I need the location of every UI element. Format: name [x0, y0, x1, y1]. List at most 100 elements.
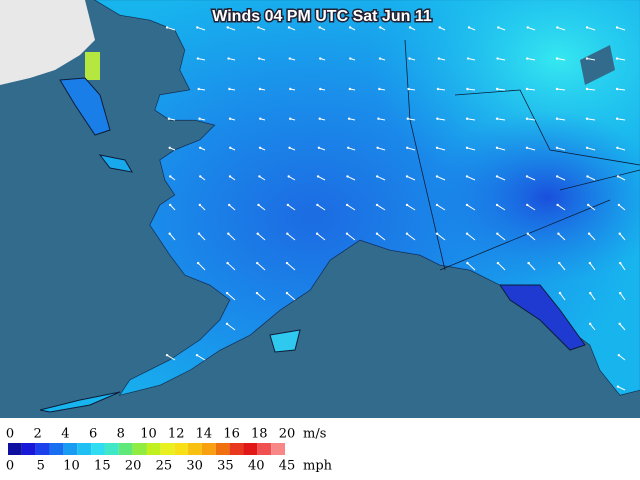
wind-arrow-head: [435, 175, 439, 178]
wind-arrow-head: [496, 232, 499, 235]
wind-arrow-head: [225, 322, 229, 326]
color-cell: [63, 443, 78, 455]
wind-arrow: [497, 88, 506, 91]
wind-arrow: [617, 147, 626, 151]
wind-arrow-head: [345, 232, 349, 235]
wind-arrow-head: [525, 117, 529, 120]
wind-arrow-head: [257, 203, 260, 207]
wind-arrow-head: [255, 291, 259, 295]
wind-arrow-head: [556, 26, 559, 29]
wind-arrow-head: [617, 203, 621, 207]
color-cell: [35, 443, 50, 455]
mph-label: 0: [6, 459, 14, 474]
wind-arrow-head: [465, 117, 469, 120]
wind-arrow-head: [285, 291, 289, 295]
wind-arrow: [587, 175, 596, 181]
ms-label: 2: [34, 427, 42, 442]
wind-arrow-head: [258, 87, 262, 91]
wind-arrow: [407, 118, 416, 121]
wind-arrow-head: [526, 57, 529, 60]
wind-arrow-head: [465, 146, 469, 149]
wind-arrow: [286, 292, 296, 301]
wind-arrow: [618, 354, 626, 361]
wind-arrow-head: [408, 57, 411, 60]
wind-arrow-head: [196, 261, 200, 265]
wind-arrow-head: [376, 146, 379, 149]
wind-arrow-head: [288, 146, 291, 149]
wind-arrow-head: [585, 87, 589, 91]
wind-arrow-head: [617, 353, 621, 357]
wind-arrow-head: [435, 203, 439, 207]
wind-arrow: [166, 354, 176, 361]
wind-arrow-head: [467, 26, 471, 29]
wind-arrow: [586, 58, 596, 61]
wind-arrow: [376, 204, 386, 211]
wind-arrow-head: [615, 26, 619, 29]
wind-arrow: [197, 26, 206, 31]
wind-arrow: [346, 204, 356, 211]
wind-arrow-head: [225, 291, 229, 295]
wind-arrow-head: [165, 26, 169, 29]
wind-arrow-head: [495, 175, 499, 178]
wind-arrow: [226, 323, 236, 331]
wind-arrow: [589, 292, 596, 301]
color-cell: [257, 443, 272, 455]
wind-arrow-head: [406, 117, 410, 120]
wind-arrow: [586, 118, 596, 121]
wind-arrow-head: [199, 175, 202, 178]
mph-label: 20: [125, 459, 142, 474]
panhandle: [499, 284, 586, 351]
wind-arrow: [616, 88, 626, 91]
wind-arrow-head: [466, 57, 470, 60]
color-cell: [174, 443, 189, 455]
wind-arrow-head: [289, 87, 292, 91]
ms-label: 12: [168, 427, 185, 442]
wind-arrow-head: [259, 117, 262, 120]
wind-arrow: [619, 323, 626, 331]
mph-label: 40: [248, 459, 265, 474]
wind-arrow-head: [527, 261, 530, 265]
wind-arrow-head: [408, 26, 412, 29]
wind-arrow-head: [588, 322, 592, 326]
wind-arrow-head: [525, 87, 529, 91]
wind-arrow: [586, 88, 596, 91]
wind-arrow: [407, 147, 416, 151]
wind-arrow-head: [405, 175, 409, 178]
wind-arrow-head: [405, 203, 409, 207]
wind-arrow: [497, 262, 506, 271]
wind-arrow-head: [287, 26, 291, 29]
mph-label: 25: [156, 459, 173, 474]
wind-arrow-head: [288, 57, 292, 60]
color-cell: [215, 443, 230, 455]
ms-unit: m/s: [303, 427, 326, 442]
wind-arrow-head: [465, 203, 469, 207]
wind-arrow-head: [555, 175, 559, 178]
wind-arrow: [466, 175, 476, 181]
wind-arrow: [467, 118, 476, 121]
wind-arrow: [467, 262, 476, 271]
wind-arrow-head: [345, 203, 349, 207]
wind-arrow-head: [226, 261, 229, 265]
ms-label: 0: [6, 427, 14, 442]
wind-arrow: [467, 88, 476, 91]
wind-arrow: [497, 58, 506, 61]
ms-label: 10: [140, 427, 157, 442]
wind-arrow-head: [587, 232, 591, 235]
color-cell: [188, 443, 202, 455]
wind-arrow: [526, 147, 536, 151]
wind-arrow-head: [319, 87, 322, 91]
color-cell: [21, 443, 36, 455]
wind-arrow-head: [258, 57, 261, 60]
color-cell: [271, 443, 285, 455]
wind-arrow: [257, 233, 266, 241]
wind-arrow-head: [169, 203, 172, 207]
mph-label: 10: [63, 459, 80, 474]
wind-arrow-head: [618, 322, 621, 326]
color-cell: [201, 443, 216, 455]
wind-arrow-head: [497, 26, 500, 29]
wind-arrow-head: [256, 261, 259, 265]
mph-label: 30: [186, 459, 203, 474]
wind-arrow-head: [436, 117, 439, 120]
color-cell: [91, 443, 105, 455]
